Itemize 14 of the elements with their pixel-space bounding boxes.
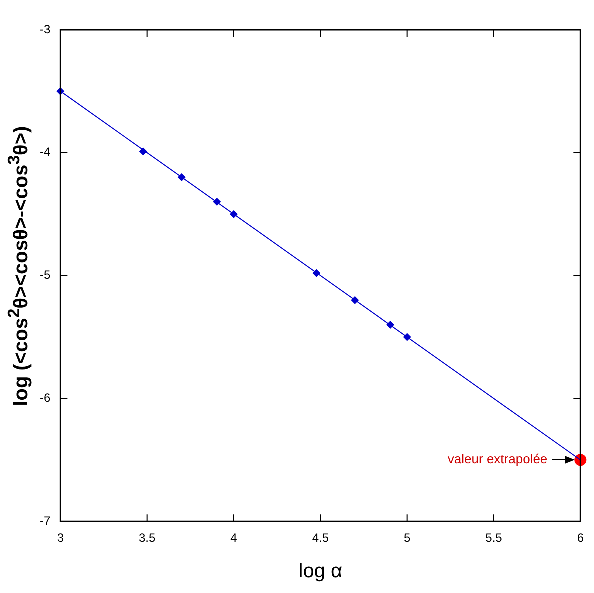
y-tick-label: -7	[40, 514, 51, 528]
x-tick-label: 3	[57, 531, 64, 546]
x-tick-label: 4.5	[312, 531, 330, 546]
x-axis-title: log α	[298, 560, 343, 583]
y-tick-label: -3	[40, 22, 51, 36]
annotation: valeur extrapolée	[448, 452, 548, 467]
x-tick-label: 6	[577, 531, 584, 546]
x-tick-label: 3.5	[138, 531, 156, 546]
x-tick-label: 5.5	[486, 531, 503, 546]
y-tick-label: -6	[40, 391, 51, 406]
y-tick-label: -4	[40, 145, 51, 160]
y-tick-label: -5	[40, 268, 51, 282]
x-tick-label: 4	[230, 531, 238, 546]
x-tick-label: 5	[404, 531, 411, 546]
